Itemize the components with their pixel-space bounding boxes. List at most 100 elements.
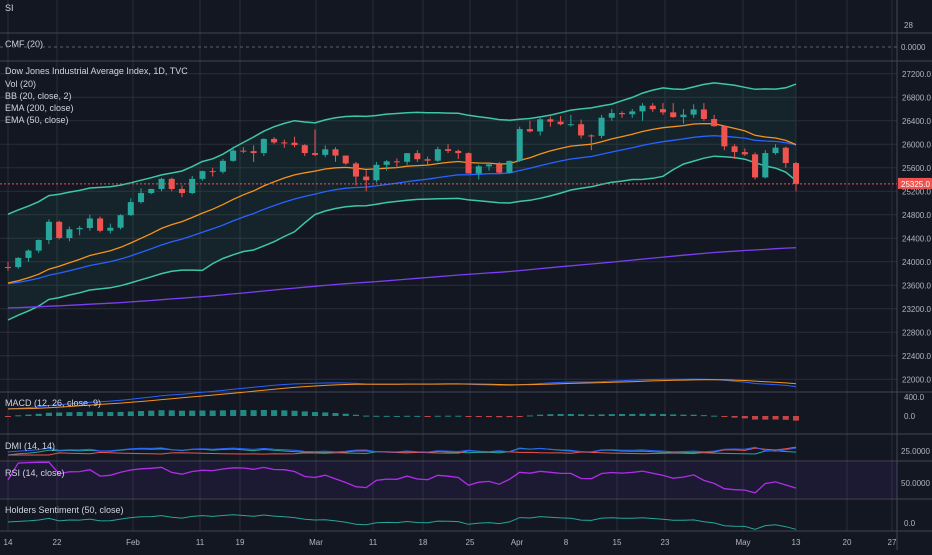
holders-tick: 0.0 <box>904 519 916 528</box>
price-tick-label: 23600.0 <box>902 281 931 290</box>
date-tick-label: 18 <box>419 538 428 547</box>
ema50-line <box>7 122 797 284</box>
candle-body <box>271 138 278 143</box>
macd-histogram-bar <box>537 414 544 416</box>
price-tick-label: 27200.0 <box>902 70 931 79</box>
candle-body <box>506 160 513 173</box>
si-value-label: 28 <box>904 21 913 30</box>
candle-body <box>792 163 800 184</box>
candle-body <box>516 129 523 161</box>
holders-sentiment-line <box>7 514 797 530</box>
candle-body <box>711 118 718 127</box>
candle-body <box>301 145 308 154</box>
price-tick-label: 23200.0 <box>902 305 931 314</box>
candle-body <box>66 229 73 239</box>
date-tick-label: 20 <box>843 538 852 547</box>
date-tick-label: Mar <box>309 538 323 547</box>
candle-body <box>4 267 12 269</box>
candle-body <box>322 149 329 155</box>
candle-body <box>56 221 63 239</box>
macd-histogram-bar <box>342 413 349 416</box>
candle-body <box>291 142 298 146</box>
date-tick-label: Feb <box>126 538 140 547</box>
macd-histogram-bar <box>35 413 42 416</box>
candles <box>4 103 800 271</box>
candle-body <box>445 149 452 151</box>
macd-histogram-bar <box>66 412 73 416</box>
price-tick-label: 24800.0 <box>902 211 931 220</box>
macd-histogram-bar <box>690 414 697 416</box>
macd-histogram-bar <box>506 416 513 418</box>
candle-body <box>567 124 574 126</box>
price-tick-label: 22800.0 <box>902 328 931 337</box>
macd-histogram-bar <box>434 415 441 417</box>
price-tag: 25325.0 <box>898 177 932 189</box>
candle-body <box>209 171 216 173</box>
candle-body <box>138 193 145 203</box>
candle-body <box>618 113 626 115</box>
candle-body <box>178 188 186 194</box>
price-axis[interactable]: 27200.0 26800.0 26400.0 26000.0 25600.0 25200… <box>902 70 931 385</box>
macd-histogram-bar <box>250 410 257 416</box>
candle-body <box>629 111 636 115</box>
ema-blue-line <box>7 135 797 285</box>
macd-signal-line <box>7 379 797 410</box>
macd-pane-label: MACD (12, 26, close, 9) <box>5 398 101 408</box>
macd-histogram-bar <box>168 410 175 416</box>
macd-histogram-bar <box>792 416 800 421</box>
candle-body <box>649 105 656 110</box>
candle-body <box>393 161 400 163</box>
price-tick-label: 26800.0 <box>902 93 931 102</box>
macd-histogram-bar <box>15 415 22 417</box>
macd-histogram-bar <box>721 416 728 417</box>
cmf-value-label: 0.0000 <box>901 43 926 52</box>
candle-body <box>15 257 22 268</box>
macd-tick-0: 0.0 <box>904 412 916 421</box>
candle-body <box>741 152 748 155</box>
candle-body <box>281 142 288 144</box>
price-tick-label: 25600.0 <box>902 164 931 173</box>
candle-body <box>240 150 247 152</box>
macd-histogram-bar <box>332 413 339 416</box>
rsi-band <box>0 462 897 498</box>
macd-histogram-bar <box>352 414 359 416</box>
date-tick-label: Apr <box>511 538 524 547</box>
candle-body <box>86 218 93 228</box>
candle-body <box>455 150 462 154</box>
date-tick-label: 23 <box>661 538 670 547</box>
candle-body <box>588 135 595 137</box>
candle-body <box>670 112 677 118</box>
macd-histogram-bar <box>496 416 503 418</box>
macd-histogram-bar <box>526 415 533 417</box>
price-tick-label: 26400.0 <box>902 117 931 126</box>
candle-body <box>352 163 359 177</box>
date-tick-label: May <box>735 538 750 547</box>
indicator-overlays <box>7 82 797 321</box>
macd-histogram-bar <box>363 415 370 417</box>
date-tick-label: 11 <box>196 538 205 547</box>
macd-histogram-bar <box>475 416 482 417</box>
macd-histogram-bar <box>230 410 237 416</box>
macd-histogram-bar <box>25 414 32 416</box>
macd-histogram-bar <box>465 416 472 417</box>
adx-line <box>7 446 797 453</box>
macd-histogram-bar <box>782 416 789 420</box>
macd-histogram-bar <box>127 411 134 416</box>
macd-histogram-bar <box>219 410 226 416</box>
candle-body <box>434 149 441 161</box>
indicator-label-vol: Vol (20) <box>5 79 36 89</box>
candle-body <box>311 153 319 155</box>
ema200-line <box>7 247 797 309</box>
macd-histogram-bar <box>240 410 247 416</box>
macd-histogram-bar <box>209 410 216 416</box>
price-tick-label: 22400.0 <box>902 352 931 361</box>
macd-histogram-bar <box>711 415 718 417</box>
macd-histogram-bar <box>772 416 779 420</box>
macd-histogram-bar <box>76 412 83 416</box>
candle-body <box>772 147 779 154</box>
time-axis[interactable]: 14 22 Feb 11 19 Mar 11 18 25 Apr 8 15 23 May 13 20 27 <box>4 538 897 547</box>
candle-body <box>721 126 728 147</box>
rsi-pane-label: RSI (14, close) <box>5 468 65 478</box>
